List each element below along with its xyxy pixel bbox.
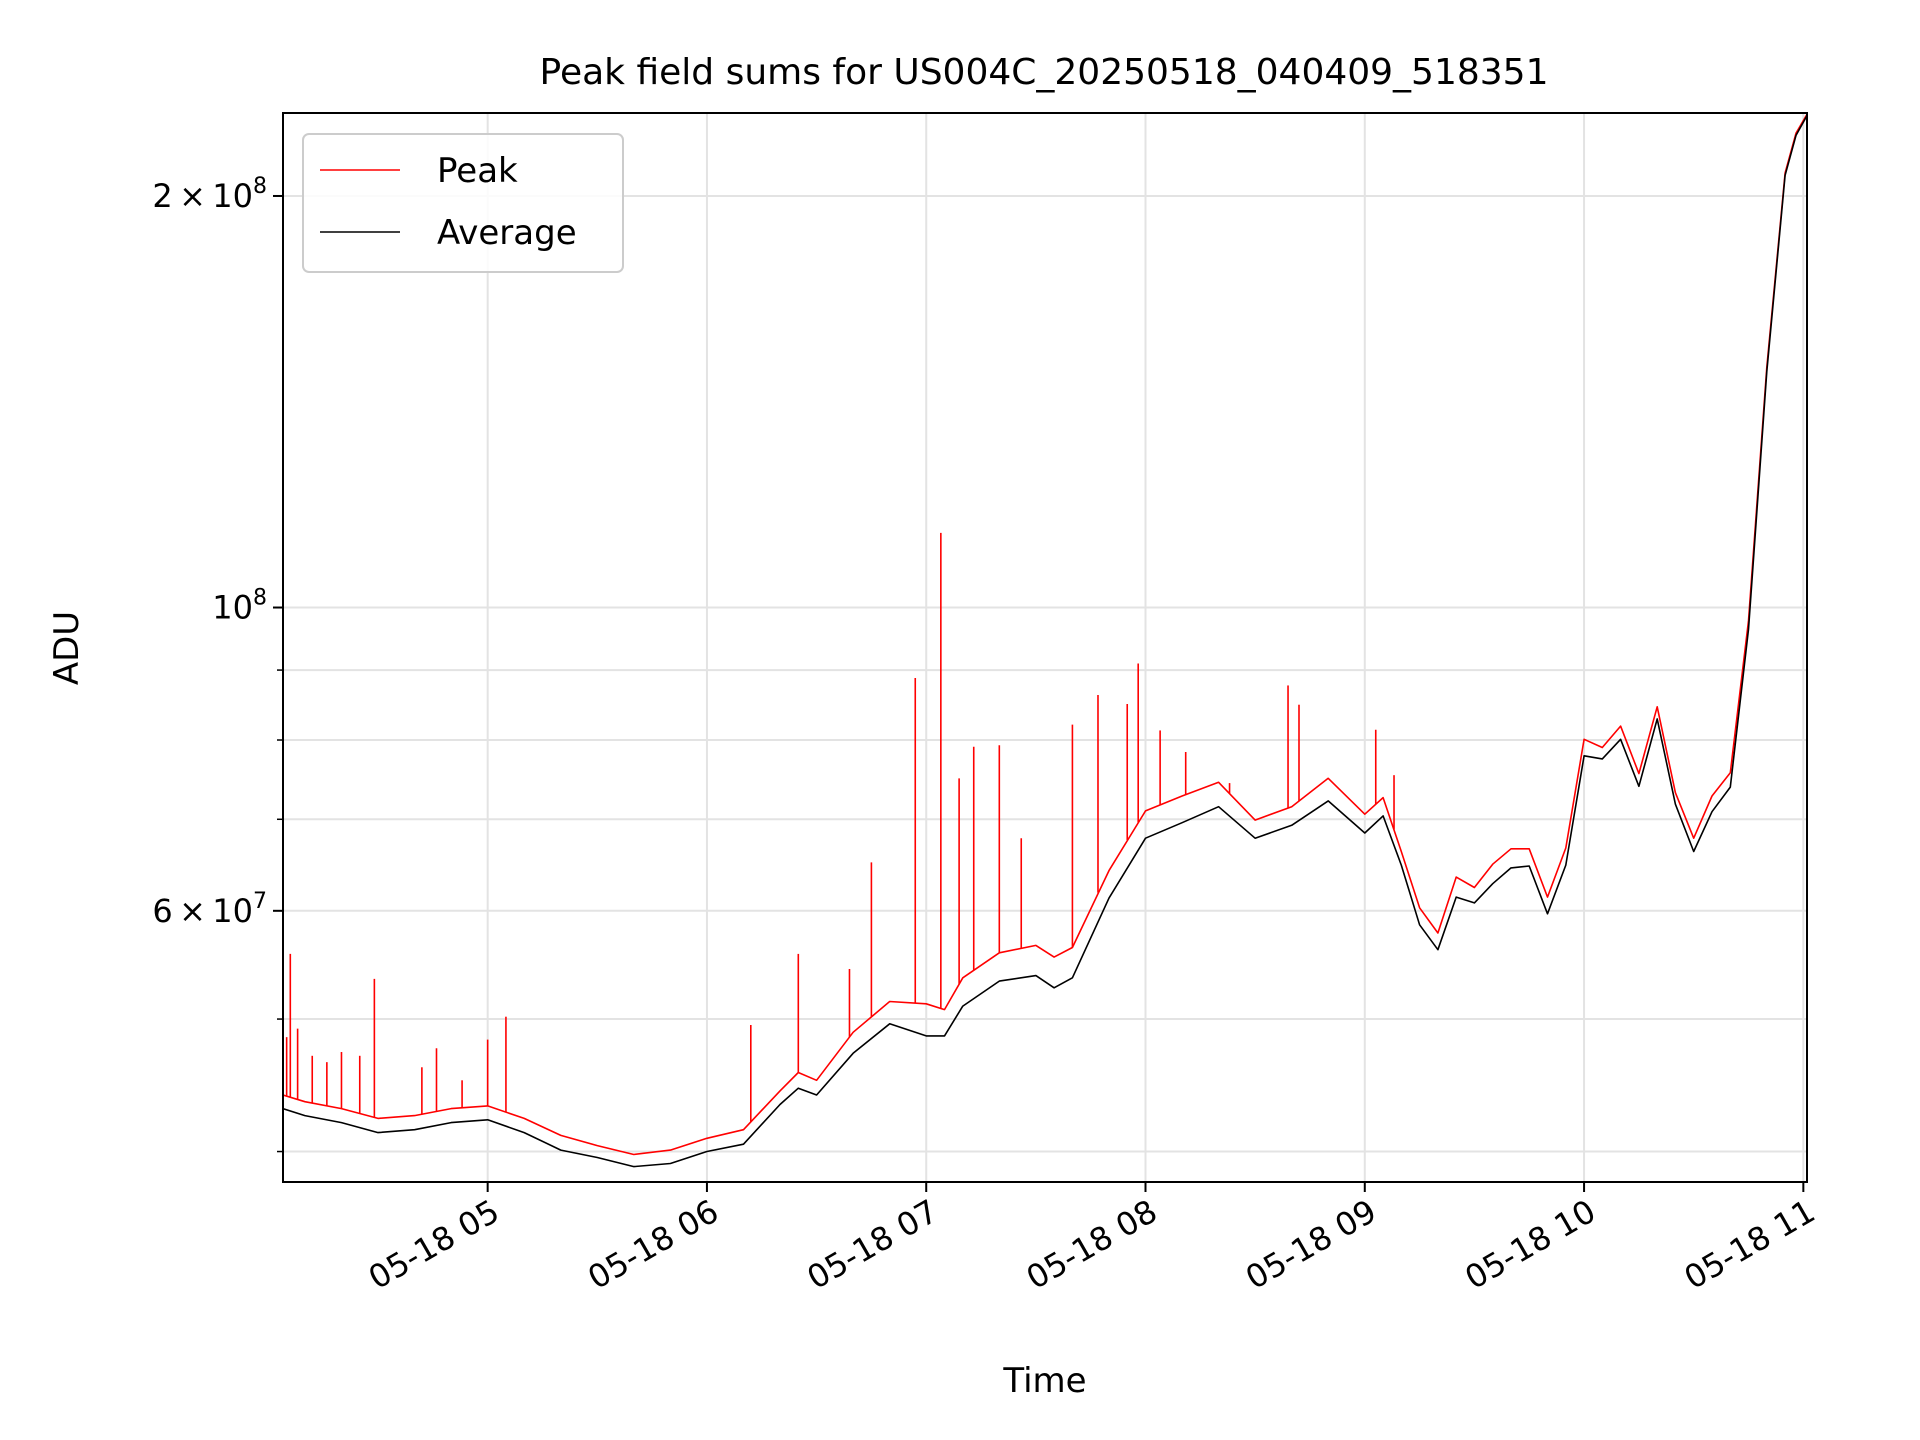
- y-tick-label: 2 × 108: [152, 174, 267, 215]
- legend-box: [302, 133, 624, 273]
- y-tick-label: 6 × 107: [152, 889, 267, 930]
- plot-series: [283, 113, 1807, 1168]
- legend: Peak Average: [302, 133, 624, 273]
- legend-peak-label: Peak: [437, 151, 518, 191]
- series-line-average: [283, 115, 1807, 1168]
- chart-title: Peak field sums for US004C_20250518_0404…: [540, 52, 1549, 93]
- y-axis: 6 × 107 108 2 × 108: [152, 174, 283, 1153]
- plot-frame: [282, 112, 1808, 1183]
- x-axis-label: Time: [1002, 1361, 1086, 1401]
- grid: [283, 113, 1807, 1182]
- y-tick-label: 108: [212, 586, 267, 627]
- series-line-peak: [283, 113, 1807, 1156]
- y-axis-label: ADU: [47, 611, 87, 685]
- legend-average-label: Average: [437, 213, 577, 253]
